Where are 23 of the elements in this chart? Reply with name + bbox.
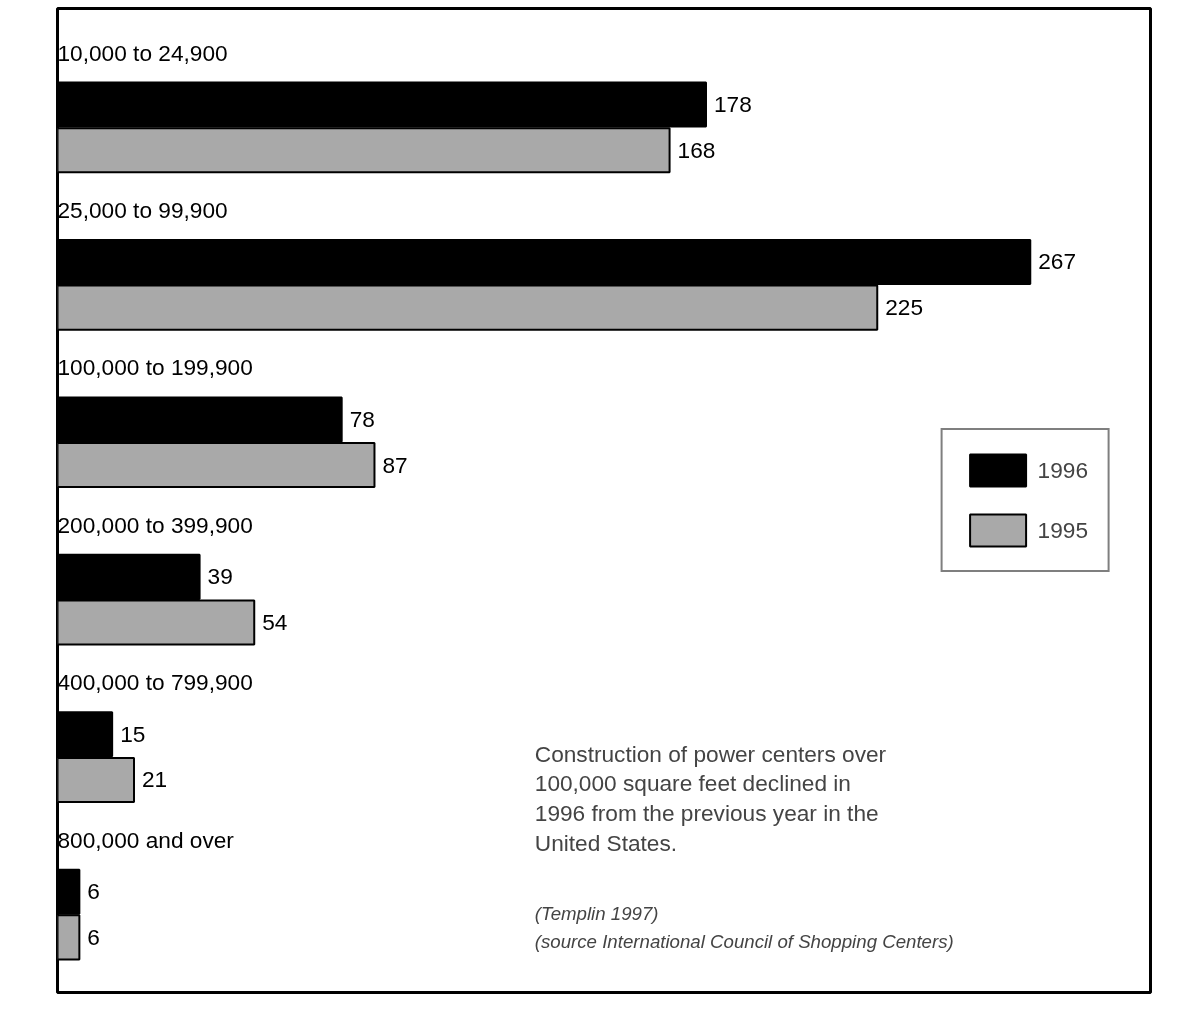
y-tick-label: 400,000 to 799,900 (57, 669, 253, 696)
data-label: 21 (142, 766, 168, 793)
data-label: 178 (714, 91, 752, 118)
y-tick-label: 25,000 to 99,900 (57, 197, 228, 224)
y-tick-label: 800,000 and over (57, 826, 235, 853)
legend-label: 1996 (1037, 456, 1088, 484)
annotation: (source International Council of Shopping Centers) (534, 931, 954, 953)
data-label: 168 (677, 136, 716, 163)
y-tick-label: 200,000 to 399,900 (57, 511, 253, 538)
y-tick-label: 100,000 to 199,900 (57, 354, 253, 381)
y-tick-label: 10,000 to 24,900 (57, 39, 228, 66)
data-label: 54 (262, 609, 288, 636)
data-label: 225 (885, 294, 924, 321)
data-label: 39 (207, 563, 233, 590)
data-label: 6 (87, 923, 100, 950)
legend-label: 1995 (1037, 516, 1088, 544)
data-label: 87 (382, 451, 408, 478)
data-label: 78 (349, 405, 375, 432)
data-label: 267 (1038, 248, 1077, 275)
annotation: Construction of power centers over 100,000 square feet declined in 1996 from the previous year in the United States. (534, 740, 887, 857)
annotation: (Templin 1997) (534, 902, 659, 924)
data-label: 6 (87, 878, 100, 905)
data-label: 15 (120, 720, 146, 747)
